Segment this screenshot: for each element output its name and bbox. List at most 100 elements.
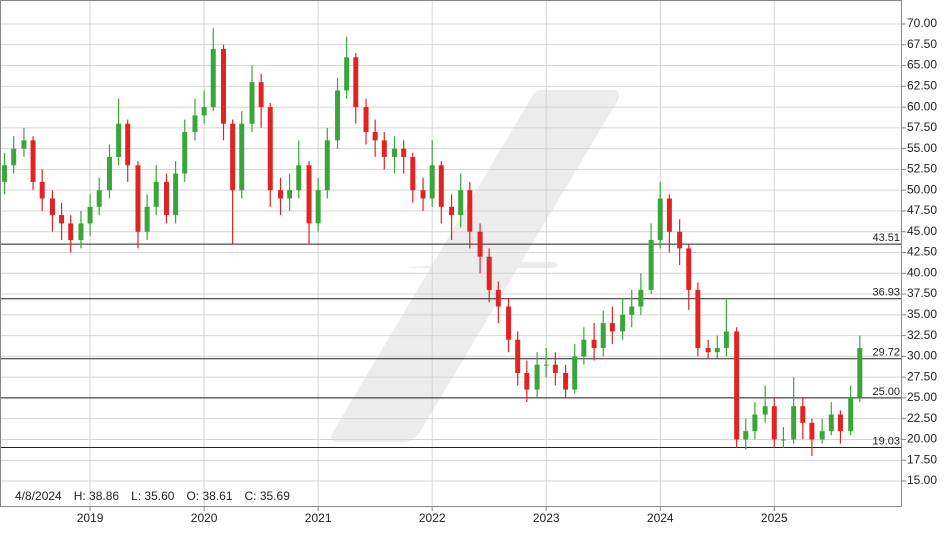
level-label: 36.93 — [872, 287, 900, 299]
candle-body — [306, 165, 312, 224]
candle-body — [809, 422, 815, 440]
info-item: H: 38.86 — [74, 489, 120, 503]
info-item: 4/8/2024 — [15, 489, 62, 503]
candle-body — [695, 289, 701, 349]
y-tick-label: 17.50 — [907, 452, 937, 466]
watermark-bar — [405, 262, 558, 268]
candle-body — [258, 82, 264, 108]
candle-body — [837, 414, 843, 432]
candle-body — [780, 439, 786, 441]
candle-body — [534, 364, 540, 390]
info-item: O: 38.61 — [186, 489, 232, 503]
candle-body — [344, 57, 350, 91]
candle-body — [39, 181, 45, 199]
candle-body — [87, 206, 93, 224]
level-label: 19.03 — [872, 435, 900, 447]
candle-body — [249, 82, 255, 124]
y-tick-label: 62.50 — [907, 78, 937, 92]
candle-body — [230, 123, 236, 191]
y-tick-label: 22.50 — [907, 411, 937, 425]
candle-body — [762, 406, 768, 415]
candle-body — [686, 248, 692, 290]
candle-body — [771, 406, 777, 440]
y-tick-label: 37.50 — [907, 286, 937, 300]
candle-body — [705, 348, 711, 353]
candle-body — [677, 231, 683, 249]
candle-body — [59, 215, 65, 224]
candle-body — [116, 123, 122, 157]
candle-body — [857, 348, 863, 398]
candle-body — [381, 140, 387, 157]
candle-body — [467, 190, 473, 232]
candle-body — [752, 414, 758, 432]
x-tick-label: 2025 — [761, 511, 788, 525]
candle-body — [278, 190, 284, 199]
candle-body — [648, 240, 654, 290]
candle-body — [49, 198, 55, 216]
grid — [0, 0, 902, 507]
info-item: C: 35.69 — [245, 489, 291, 503]
candle-body — [723, 331, 729, 349]
plot-border — [0, 0, 902, 507]
candle-body — [163, 181, 169, 216]
candle-body — [221, 48, 227, 124]
watermark — [331, 90, 620, 442]
candle-body — [629, 306, 635, 315]
candle-body — [78, 223, 84, 241]
candle-body — [791, 406, 797, 440]
candle-body — [819, 431, 825, 440]
y-tick-label: 67.50 — [907, 37, 937, 51]
candle-body — [30, 140, 36, 182]
candle-body — [210, 48, 216, 108]
candle-body — [848, 397, 854, 432]
y-tick-label: 65.00 — [907, 58, 937, 72]
x-tick-label: 2021 — [305, 511, 332, 525]
candle-body — [173, 173, 179, 216]
candle-body — [552, 364, 558, 373]
y-tick-label: 50.00 — [907, 182, 937, 196]
candle-body — [287, 190, 293, 199]
candle-body — [267, 107, 273, 191]
candle-body — [144, 206, 150, 232]
candle-body — [2, 165, 8, 182]
candle-body — [591, 339, 597, 349]
candle-body — [743, 431, 749, 440]
x-tick-label: 2022 — [419, 511, 446, 525]
candle-body — [21, 140, 27, 149]
y-tick-label: 15.00 — [907, 473, 937, 487]
candle-body — [410, 156, 416, 191]
y-tick-label: 57.50 — [907, 120, 937, 134]
candle-body — [657, 198, 663, 241]
candle-body — [620, 314, 626, 332]
y-tick-label: 60.00 — [907, 99, 937, 113]
y-tick-label: 47.50 — [907, 203, 937, 217]
y-tick-label: 42.50 — [907, 245, 937, 259]
candle-body — [96, 190, 102, 207]
candle-body — [363, 107, 369, 133]
level-label: 29.72 — [872, 347, 900, 359]
candle-body — [486, 256, 492, 290]
level-label: 25.00 — [872, 386, 900, 398]
candle-body — [609, 323, 615, 332]
candle-body — [449, 206, 455, 216]
candle-body — [125, 123, 131, 166]
info: 4/8/2024 H: 38.86 L: 35.60 O: 38.61 C: 35.69 — [15, 489, 290, 503]
candle-body — [543, 364, 549, 366]
candle-body — [600, 323, 606, 349]
candle-body — [296, 165, 302, 191]
candle-body — [392, 148, 398, 157]
candle-body — [572, 356, 578, 390]
candle-body — [734, 331, 740, 440]
candle-body — [438, 165, 444, 207]
candle-body — [714, 348, 720, 353]
x-tick-label: 2020 — [191, 511, 218, 525]
candle-body — [800, 406, 806, 423]
x-tick-label: 2019 — [77, 511, 104, 525]
candle-body — [335, 90, 341, 141]
candle-body — [638, 289, 644, 307]
y-tick-label: 45.00 — [907, 224, 937, 238]
candle-body — [458, 190, 464, 216]
y-tick-label: 40.00 — [907, 265, 937, 279]
